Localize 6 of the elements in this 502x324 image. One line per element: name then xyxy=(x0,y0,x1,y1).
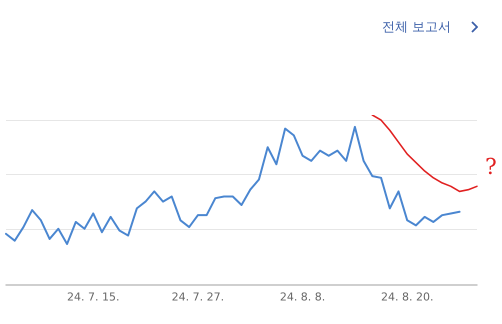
text: ? xyxy=(485,155,497,180)
x-tick-label: 24. 8. 8. xyxy=(280,290,326,304)
text: 전체 보고서 xyxy=(382,19,452,36)
x-tick-label: 24. 7. 27. xyxy=(172,290,224,304)
x-tick-label: 24. 8. 20. xyxy=(380,290,434,304)
x-tick-label: 24. 7. 15. xyxy=(66,290,120,304)
